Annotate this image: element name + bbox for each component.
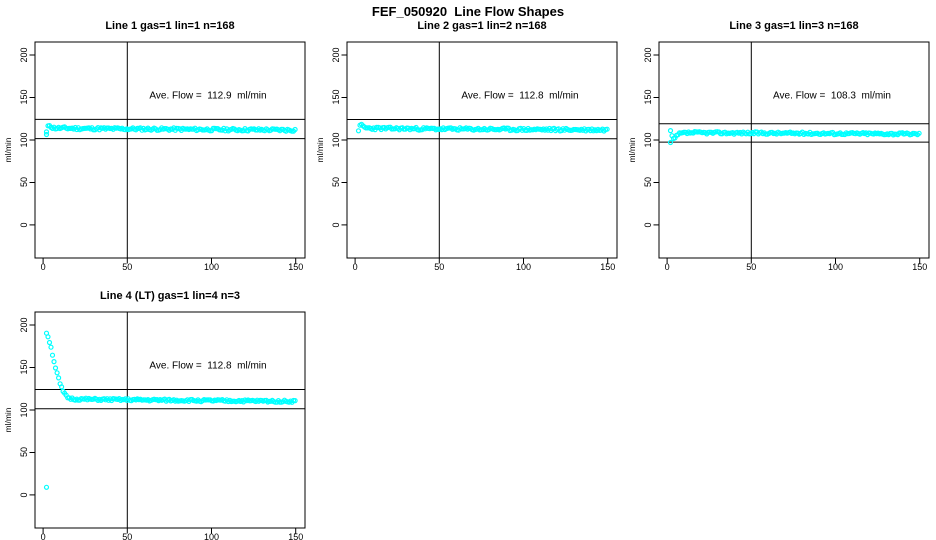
flow-point [43, 129, 50, 135]
flow-outlier-point [43, 484, 50, 490]
flow-point [667, 127, 674, 134]
flow-point [59, 384, 65, 390]
flow-point [604, 126, 610, 132]
panel-title: Line 4 (LT) gas=1 lin=4 n=3 [99, 290, 241, 302]
x-tick-label: 50 [122, 262, 133, 272]
y-tick-label: 100 [331, 132, 341, 148]
x-tick-label: 0 [664, 262, 670, 272]
y-tick-label: 0 [19, 222, 29, 228]
plot-border [346, 41, 618, 259]
y-tick-label: 150 [19, 359, 29, 375]
avg-flow-annotation: Ave. Flow = 108.3 ml/min [773, 90, 891, 102]
x-tick-label: 150 [912, 262, 928, 272]
flow-scatter-plot [653, 41, 930, 264]
flow-point [54, 370, 60, 376]
flow-scatter-plot [29, 311, 306, 534]
flow-point [49, 352, 56, 358]
panel-line-4-lt: Line 4 (LT) gas=1 lin=4 n=3 ml/min Ave. … [0, 278, 315, 540]
y-tick-label: 150 [643, 89, 653, 105]
panel-title: Line 2 gas=1 lin=2 n=168 [417, 20, 547, 32]
x-tick-label: 50 [434, 262, 445, 272]
x-tick-label: 0 [40, 262, 46, 272]
y-tick-label: 200 [331, 47, 341, 63]
flow-scatter-plot [29, 41, 306, 264]
plot-border [34, 311, 306, 529]
y-tick-label: 100 [19, 402, 29, 418]
flow-point [292, 126, 298, 133]
panel-title: Line 1 gas=1 lin=1 n=168 [105, 20, 235, 32]
flow-point [355, 128, 362, 134]
avg-flow-annotation: Ave. Flow = 112.8 ml/min [461, 90, 579, 102]
x-tick-label: 0 [40, 532, 46, 540]
flow-scatter-plot [341, 41, 618, 264]
x-tick-label: 100 [828, 262, 844, 272]
x-tick-label: 50 [746, 262, 757, 272]
y-tick-label: 200 [19, 317, 29, 333]
y-tick-label: 200 [19, 47, 29, 63]
flow-point [52, 365, 59, 371]
flow-point [45, 334, 51, 340]
x-tick-label: 0 [352, 262, 358, 272]
x-tick-label: 50 [122, 532, 133, 540]
panel-line-2: Line 2 gas=1 lin=2 n=168 ml/min Ave. Flo… [312, 8, 627, 288]
flow-point [46, 339, 53, 346]
flow-outlier-point [667, 139, 674, 146]
plot-border [34, 41, 306, 259]
flow-point [56, 375, 62, 381]
x-tick-label: 100 [516, 262, 532, 272]
flow-point [48, 344, 54, 350]
x-tick-label: 150 [288, 532, 304, 540]
y-tick-label: 50 [19, 177, 29, 188]
figure-title: FEF_050920 Line Flow Shapes [371, 4, 565, 19]
y-tick-label: 150 [331, 89, 341, 105]
flow-point [916, 130, 922, 136]
x-tick-label: 150 [600, 262, 616, 272]
flow-point [292, 397, 298, 404]
plot-border [658, 41, 930, 259]
flow-point [51, 358, 57, 365]
y-tick-label: 100 [19, 132, 29, 148]
x-tick-label: 150 [288, 262, 304, 272]
panel-title: Line 3 gas=1 lin=3 n=168 [729, 20, 859, 32]
avg-flow-annotation: Ave. Flow = 112.9 ml/min [149, 90, 267, 102]
x-tick-label: 100 [204, 262, 220, 272]
y-tick-label: 50 [643, 177, 653, 188]
y-tick-label: 0 [331, 222, 341, 228]
y-tick-label: 200 [643, 47, 653, 63]
y-tick-label: 50 [331, 177, 341, 188]
x-tick-label: 100 [204, 532, 220, 540]
panel-line-1: Line 1 gas=1 lin=1 n=168 ml/min Ave. Flo… [0, 8, 315, 288]
y-tick-label: 50 [19, 447, 29, 458]
y-tick-label: 150 [19, 89, 29, 105]
y-tick-label: 100 [643, 132, 653, 148]
panel-line-3: Line 3 gas=1 lin=3 n=168 ml/min Ave. Flo… [624, 8, 936, 288]
y-tick-label: 0 [19, 492, 29, 498]
avg-flow-annotation: Ave. Flow = 112.8 ml/min [149, 360, 267, 372]
y-tick-label: 0 [643, 222, 653, 228]
flow-outlier-point [43, 131, 50, 138]
